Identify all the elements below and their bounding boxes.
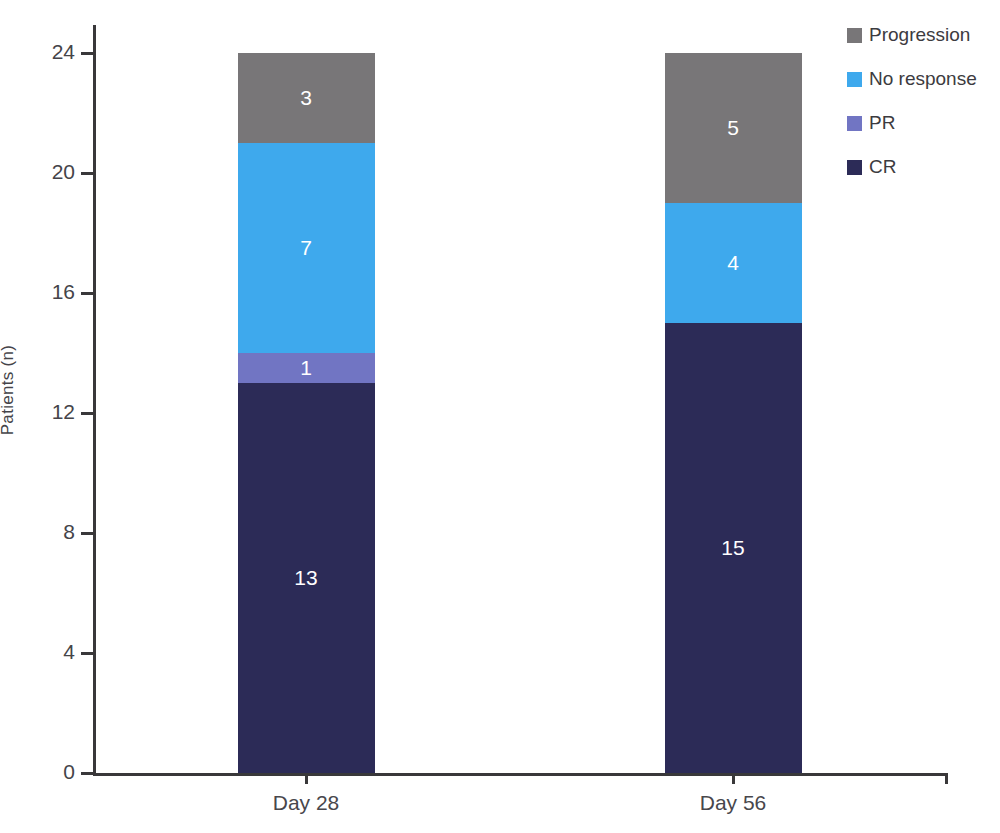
- y-tick-label: 16: [27, 280, 75, 304]
- legend-item-progression: Progression: [847, 25, 977, 45]
- y-tick-label: 12: [27, 400, 75, 424]
- x-tick: [305, 776, 308, 784]
- legend-item-cr: CR: [847, 157, 977, 177]
- legend-item-pr: PR: [847, 113, 977, 133]
- bar-segment-pr: 1: [238, 353, 375, 383]
- bar-value-label: 15: [665, 536, 802, 560]
- bar-segment-progression: 5: [665, 53, 802, 203]
- y-tick-label: 24: [27, 40, 75, 64]
- legend: Progression No response PR CR: [847, 25, 977, 201]
- legend-label: No response: [869, 68, 977, 90]
- legend-swatch-icon: [847, 160, 862, 175]
- y-tick: [81, 292, 93, 295]
- y-tick-label: 20: [27, 160, 75, 184]
- bar-value-label: 13: [238, 566, 375, 590]
- bar-value-label: 4: [665, 251, 802, 275]
- legend-swatch-icon: [847, 116, 862, 131]
- bar-segment-cr: 15: [665, 323, 802, 773]
- y-tick: [81, 412, 93, 415]
- bar-value-label: 7: [238, 236, 375, 260]
- legend-label: Progression: [869, 24, 970, 46]
- bar-segment-progression: 3: [238, 53, 375, 143]
- y-tick: [81, 772, 93, 775]
- y-tick: [81, 652, 93, 655]
- bar-segment-no-response: 7: [238, 143, 375, 353]
- bar-value-label: 5: [665, 116, 802, 140]
- x-axis-end-tick: [945, 773, 948, 784]
- y-axis-line: [93, 25, 96, 776]
- y-tick: [81, 172, 93, 175]
- legend-label: CR: [869, 156, 896, 178]
- stacked-bar-chart: Patients (n) 0 4 8 12 16 20 24 Day 28 Day 56 13 1 7…: [0, 0, 1000, 833]
- y-tick: [81, 532, 93, 535]
- x-category-label: Day 28: [226, 791, 386, 815]
- y-tick-label: 4: [27, 640, 75, 664]
- bar-value-label: 1: [238, 356, 375, 380]
- y-tick-label: 0: [27, 760, 75, 784]
- legend-swatch-icon: [847, 72, 862, 87]
- legend-swatch-icon: [847, 28, 862, 43]
- legend-label: PR: [869, 112, 895, 134]
- x-axis-line: [93, 773, 948, 776]
- x-tick: [732, 776, 735, 784]
- y-axis-title: Patients (n): [0, 320, 18, 460]
- bar-segment-cr: 13: [238, 383, 375, 773]
- bar-value-label: 3: [238, 86, 375, 110]
- y-tick: [81, 52, 93, 55]
- x-category-label: Day 56: [653, 791, 813, 815]
- y-tick-label: 8: [27, 520, 75, 544]
- bar-segment-no-response: 4: [665, 203, 802, 323]
- legend-item-no-response: No response: [847, 69, 977, 89]
